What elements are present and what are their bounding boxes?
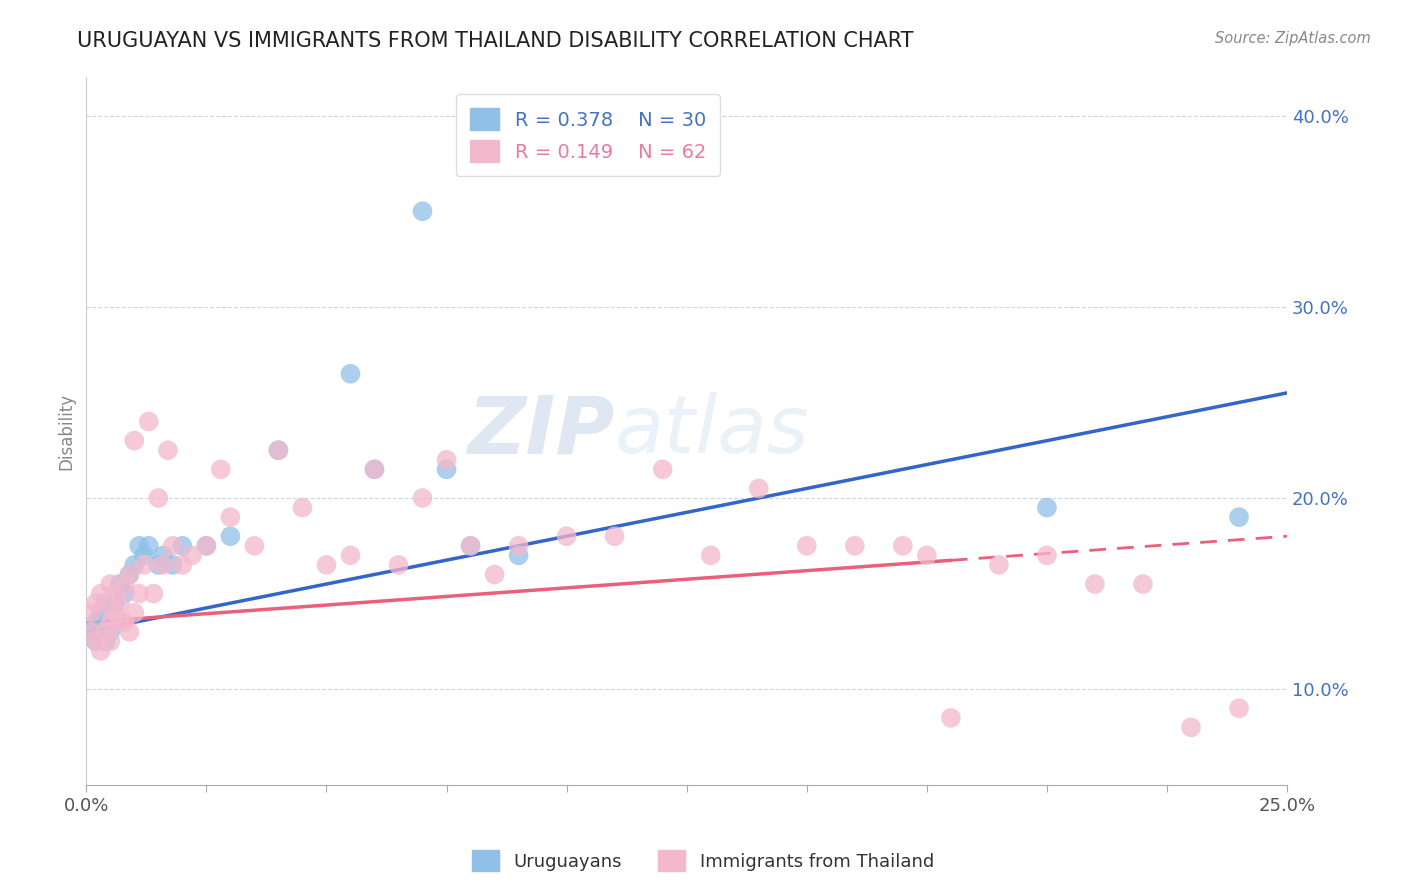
Point xyxy=(363,462,385,476)
Point xyxy=(108,615,131,630)
Point xyxy=(915,549,938,563)
Point xyxy=(104,586,127,600)
Point xyxy=(98,615,121,630)
Point xyxy=(195,539,218,553)
Point xyxy=(124,434,146,448)
Point xyxy=(90,586,112,600)
Point xyxy=(436,452,458,467)
Point xyxy=(1227,510,1250,524)
Point xyxy=(603,529,626,543)
Point xyxy=(118,567,141,582)
Point xyxy=(94,596,117,610)
Point xyxy=(148,558,170,572)
Point xyxy=(98,577,121,591)
Point xyxy=(80,624,103,639)
Point xyxy=(94,596,117,610)
Point xyxy=(162,539,184,553)
Point xyxy=(939,711,962,725)
Point xyxy=(243,539,266,553)
Point xyxy=(436,462,458,476)
Text: ZIP: ZIP xyxy=(467,392,614,470)
Point xyxy=(98,634,121,648)
Text: atlas: atlas xyxy=(614,392,810,470)
Point xyxy=(796,539,818,553)
Point xyxy=(148,491,170,505)
Point xyxy=(138,415,160,429)
Point xyxy=(128,539,150,553)
Point xyxy=(699,549,721,563)
Point xyxy=(84,634,107,648)
Point xyxy=(118,624,141,639)
Point xyxy=(132,549,155,563)
Point xyxy=(80,624,103,639)
Point xyxy=(84,615,107,630)
Point xyxy=(114,615,136,630)
Point xyxy=(181,549,204,563)
Point xyxy=(98,624,121,639)
Point xyxy=(219,510,242,524)
Point xyxy=(1180,720,1202,734)
Point xyxy=(90,606,112,620)
Point xyxy=(104,606,127,620)
Point xyxy=(315,558,337,572)
Point xyxy=(84,596,107,610)
Point xyxy=(1036,500,1059,515)
Point xyxy=(412,491,434,505)
Point xyxy=(1084,577,1107,591)
Point xyxy=(94,624,117,639)
Point xyxy=(124,558,146,572)
Point xyxy=(891,539,914,553)
Y-axis label: Disability: Disability xyxy=(58,392,75,470)
Point xyxy=(484,567,506,582)
Point xyxy=(114,577,136,591)
Point xyxy=(387,558,409,572)
Point xyxy=(412,204,434,219)
Point xyxy=(209,462,232,476)
Point xyxy=(508,549,530,563)
Point xyxy=(152,549,174,563)
Point xyxy=(108,577,131,591)
Point xyxy=(651,462,673,476)
Point xyxy=(1132,577,1154,591)
Point xyxy=(363,462,385,476)
Point xyxy=(339,549,361,563)
Point xyxy=(460,539,482,553)
Point xyxy=(152,558,174,572)
Point xyxy=(508,539,530,553)
Text: URUGUAYAN VS IMMIGRANTS FROM THAILAND DISABILITY CORRELATION CHART: URUGUAYAN VS IMMIGRANTS FROM THAILAND DI… xyxy=(77,31,914,51)
Point xyxy=(84,634,107,648)
Legend: R = 0.378    N = 30, R = 0.149    N = 62: R = 0.378 N = 30, R = 0.149 N = 62 xyxy=(457,95,720,176)
Point xyxy=(339,367,361,381)
Point xyxy=(987,558,1010,572)
Point xyxy=(267,443,290,458)
Point xyxy=(1036,549,1059,563)
Point xyxy=(118,567,141,582)
Point xyxy=(172,539,194,553)
Point xyxy=(172,558,194,572)
Point xyxy=(555,529,578,543)
Point xyxy=(142,586,165,600)
Point xyxy=(124,606,146,620)
Point xyxy=(128,586,150,600)
Legend: Uruguayans, Immigrants from Thailand: Uruguayans, Immigrants from Thailand xyxy=(465,843,941,879)
Point xyxy=(267,443,290,458)
Point xyxy=(195,539,218,553)
Point xyxy=(219,529,242,543)
Point xyxy=(104,596,127,610)
Point xyxy=(460,539,482,553)
Point xyxy=(844,539,866,553)
Text: Source: ZipAtlas.com: Source: ZipAtlas.com xyxy=(1215,31,1371,46)
Point xyxy=(156,443,179,458)
Point xyxy=(291,500,314,515)
Point xyxy=(748,482,770,496)
Point xyxy=(80,606,103,620)
Point xyxy=(90,644,112,658)
Point xyxy=(132,558,155,572)
Point xyxy=(138,539,160,553)
Point xyxy=(1227,701,1250,715)
Point xyxy=(114,586,136,600)
Point xyxy=(162,558,184,572)
Point xyxy=(94,634,117,648)
Point xyxy=(108,596,131,610)
